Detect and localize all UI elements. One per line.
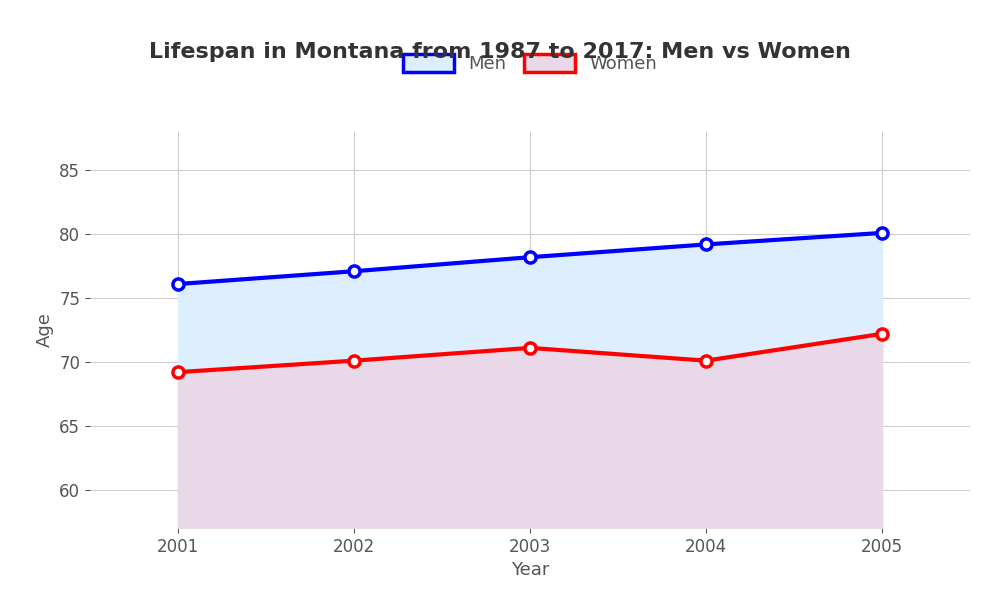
- Y-axis label: Age: Age: [36, 313, 54, 347]
- Text: Lifespan in Montana from 1987 to 2017: Men vs Women: Lifespan in Montana from 1987 to 2017: M…: [149, 42, 851, 62]
- X-axis label: Year: Year: [511, 561, 549, 579]
- Legend: Men, Women: Men, Women: [403, 54, 657, 73]
